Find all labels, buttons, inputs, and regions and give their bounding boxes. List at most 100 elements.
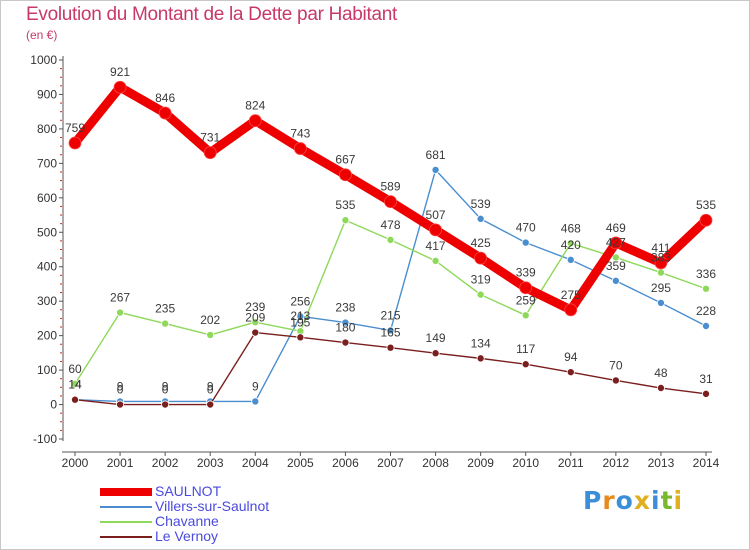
data-label: 14 xyxy=(68,378,82,392)
data-label: 383 xyxy=(651,251,671,265)
data-label: 339 xyxy=(516,266,536,280)
y-tick-label: 200 xyxy=(37,329,57,343)
y-tick-label: 600 xyxy=(37,191,57,205)
data-label: 319 xyxy=(471,273,491,287)
data-label: 0 xyxy=(117,383,124,397)
legend-label: Villers-sur-Saulnot xyxy=(155,498,270,514)
data-point xyxy=(206,330,215,339)
brand-letter: r xyxy=(602,486,616,515)
data-point xyxy=(656,384,665,393)
x-tick-label: 2012 xyxy=(603,456,630,470)
data-point xyxy=(71,379,80,388)
y-tick-label: 100 xyxy=(37,363,57,377)
data-point xyxy=(476,354,485,363)
data-point xyxy=(656,298,665,307)
data-label: 134 xyxy=(471,336,491,350)
data-point xyxy=(251,318,260,327)
data-label: 417 xyxy=(426,239,446,253)
brand-letter: t xyxy=(660,486,674,515)
data-label: 149 xyxy=(426,331,446,345)
data-label: 759 xyxy=(65,121,85,135)
data-point xyxy=(68,136,82,150)
data-point xyxy=(564,303,578,317)
data-label: 0 xyxy=(162,383,169,397)
data-label: 275 xyxy=(561,288,581,302)
data-point xyxy=(609,236,623,250)
data-label: 295 xyxy=(651,281,671,295)
x-tick-label: 2014 xyxy=(693,456,720,470)
data-point xyxy=(251,328,260,337)
data-label: 539 xyxy=(471,197,491,211)
data-point xyxy=(566,239,575,248)
chart-title: Evolution du Montant de la Dette par Hab… xyxy=(26,4,397,25)
data-label: 9 xyxy=(252,379,259,393)
x-tick-label: 2007 xyxy=(377,456,404,470)
x-tick-label: 2004 xyxy=(242,456,269,470)
data-point xyxy=(113,80,127,94)
data-label: 209 xyxy=(245,311,265,325)
x-tick-label: 2002 xyxy=(152,456,179,470)
data-point xyxy=(611,253,620,262)
data-point xyxy=(521,311,530,320)
data-label: 425 xyxy=(471,236,491,250)
brand-letter: i xyxy=(651,486,661,515)
legend-swatch xyxy=(100,488,152,496)
y-tick-label: 300 xyxy=(37,294,57,308)
data-point xyxy=(519,281,533,295)
data-point xyxy=(386,326,395,335)
data-point xyxy=(116,400,125,409)
data-label: 259 xyxy=(516,293,536,307)
data-point xyxy=(431,256,440,265)
y-tick-label: 0 xyxy=(50,398,57,412)
data-point xyxy=(521,238,530,247)
y-tick-label: 800 xyxy=(37,122,57,136)
data-point xyxy=(474,251,488,265)
data-label: 0 xyxy=(207,383,214,397)
data-label: 117 xyxy=(516,342,535,356)
data-label: 9 xyxy=(162,379,169,393)
data-point xyxy=(429,223,442,237)
data-point xyxy=(476,290,485,299)
y-tick-label: 900 xyxy=(37,87,57,101)
data-label: 94 xyxy=(564,350,578,364)
data-label: 469 xyxy=(606,221,626,235)
data-label: 478 xyxy=(380,218,400,232)
data-label: 238 xyxy=(335,301,355,315)
data-point xyxy=(566,368,575,377)
data-point xyxy=(296,312,305,321)
legend-label: Chavanne xyxy=(155,513,219,529)
data-point xyxy=(521,360,530,369)
data-point xyxy=(158,106,172,120)
data-label: 589 xyxy=(380,180,400,194)
data-point xyxy=(702,389,711,398)
data-point xyxy=(206,400,215,409)
data-point xyxy=(702,321,711,330)
data-label: 165 xyxy=(380,326,400,340)
brand-letter: o xyxy=(615,486,634,515)
data-label: 470 xyxy=(516,221,536,235)
data-point xyxy=(341,318,350,327)
data-label: 235 xyxy=(155,302,175,316)
x-tick-label: 2006 xyxy=(332,456,359,470)
data-point xyxy=(161,319,170,328)
legend-label: Le Vernoy xyxy=(155,528,219,544)
x-tick-label: 2000 xyxy=(62,456,89,470)
legend-label: SAULNOT xyxy=(155,483,222,499)
data-label: 468 xyxy=(561,221,581,235)
y-tick-label: 700 xyxy=(37,156,57,170)
data-point xyxy=(476,214,485,223)
data-point xyxy=(386,235,395,244)
data-label: 70 xyxy=(609,358,623,372)
data-label: 921 xyxy=(110,65,130,79)
x-tick-label: 2008 xyxy=(422,456,449,470)
data-point xyxy=(611,376,620,385)
data-label: 846 xyxy=(155,91,175,105)
data-point xyxy=(71,395,80,404)
x-tick-label: 2010 xyxy=(512,456,539,470)
data-label: 239 xyxy=(245,300,265,314)
data-point xyxy=(248,114,262,128)
x-tick-label: 2013 xyxy=(648,456,675,470)
x-tick-label: 2001 xyxy=(107,456,134,470)
y-tick-label: 1000 xyxy=(30,53,57,67)
